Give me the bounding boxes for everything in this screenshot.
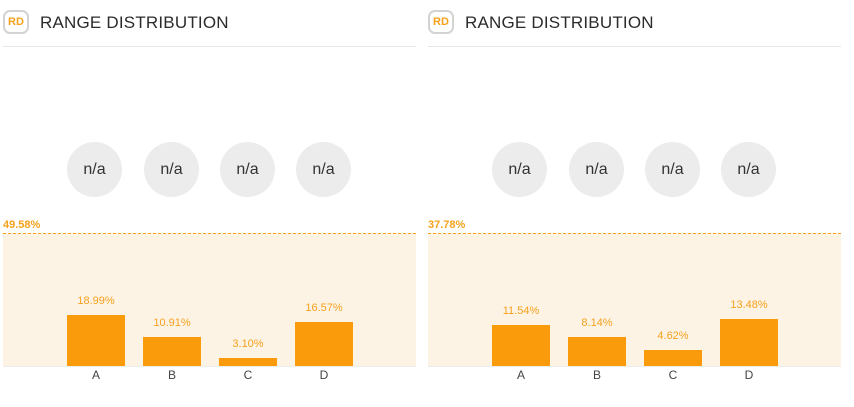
na-circle: n/a — [569, 142, 624, 197]
bar-b — [143, 337, 201, 366]
panel-title: RANGE DISTRIBUTION — [465, 13, 654, 32]
category-label: D — [744, 368, 754, 382]
max-range-band — [3, 233, 416, 366]
category-label: A — [516, 368, 525, 382]
bar-a — [67, 315, 125, 366]
category-label: C — [668, 368, 678, 382]
range-distribution-panel: RD RANGE DISTRIBUTION n/a n/a n/a n/a 49… — [3, 0, 416, 407]
bar-a — [492, 325, 550, 366]
panel-title: RANGE DISTRIBUTION — [40, 13, 229, 32]
na-circle: n/a — [220, 142, 275, 197]
bar-value-label: 13.48% — [730, 299, 768, 311]
na-circle: n/a — [492, 142, 547, 197]
category-label: B — [167, 368, 176, 382]
category-label: B — [592, 368, 601, 382]
bar-c — [644, 350, 702, 366]
category-label: D — [319, 368, 329, 382]
bar-b — [568, 337, 626, 366]
bar-value-label: 11.54% — [502, 305, 540, 317]
rd-badge-icon: RD — [428, 10, 454, 34]
bar-value-label: 18.99% — [77, 295, 115, 307]
na-circle: n/a — [67, 142, 122, 197]
chart-baseline — [3, 366, 416, 367]
bar-value-label: 4.62% — [657, 330, 689, 342]
na-circle: n/a — [144, 142, 199, 197]
panel-header: RD RANGE DISTRIBUTION — [3, 8, 416, 47]
panel-header: RD RANGE DISTRIBUTION — [428, 8, 841, 47]
bar-value-label: 3.10% — [232, 338, 264, 350]
max-value-label: 37.78% — [428, 219, 466, 231]
na-circle: n/a — [645, 142, 700, 197]
rd-badge-icon: RD — [3, 10, 29, 34]
chart-baseline — [428, 366, 841, 367]
range-distribution-panel: RD RANGE DISTRIBUTION n/a n/a n/a n/a 37… — [428, 0, 841, 407]
bar-value-label: 10.91% — [153, 317, 191, 329]
bar-d — [720, 319, 778, 366]
bar-d — [295, 322, 353, 366]
bar-c — [219, 358, 277, 366]
category-label: A — [91, 368, 100, 382]
bar-value-label: 16.57% — [305, 302, 343, 314]
na-circle: n/a — [721, 142, 776, 197]
na-circle: n/a — [296, 142, 351, 197]
category-label: C — [243, 368, 253, 382]
bar-value-label: 8.14% — [581, 317, 613, 329]
max-range-band — [428, 233, 841, 366]
max-value-label: 49.58% — [3, 219, 41, 231]
